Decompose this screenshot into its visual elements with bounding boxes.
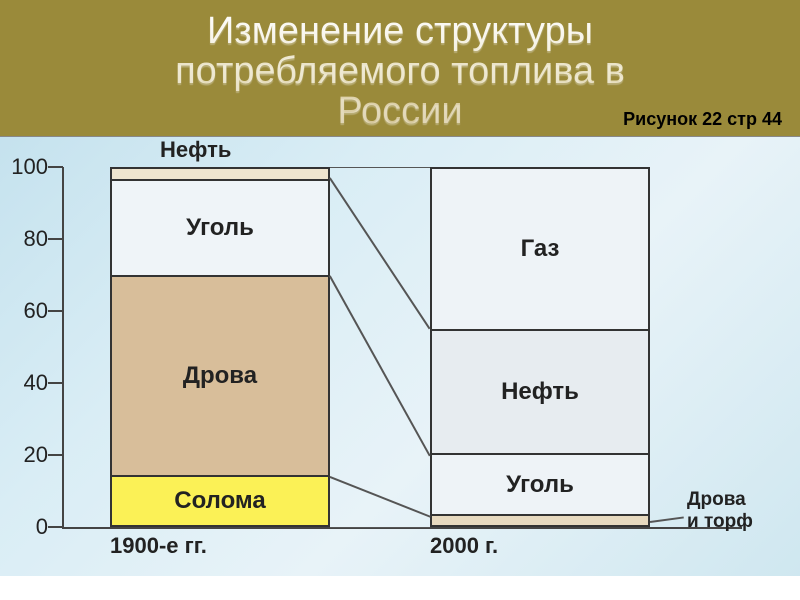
segment-oil <box>112 169 328 180</box>
side-label: Дрова и торф <box>687 489 753 533</box>
connector-line <box>330 476 431 517</box>
connector-line <box>329 178 430 330</box>
connector-line <box>330 527 430 529</box>
figure-caption: Рисунок 22 стр 44 <box>623 109 782 130</box>
y-tick-label: 80 <box>4 226 48 252</box>
title-line: Изменение структуры <box>207 10 593 52</box>
y-tick-label: 60 <box>4 298 48 324</box>
chart: 020406080100УгольДроваСолома1900-е гг.Не… <box>0 136 800 576</box>
y-tick <box>48 526 63 528</box>
y-tick <box>48 310 63 312</box>
header: Изменение структуры потребляемого топлив… <box>0 0 800 136</box>
segment-gas: Газ <box>432 169 648 329</box>
y-tick <box>48 382 63 384</box>
segment-straw: Солома <box>112 475 328 525</box>
segment-wood <box>432 514 648 525</box>
y-tick <box>48 166 63 168</box>
top-label: Нефть <box>160 137 231 163</box>
title-line: потребляемого топлива в <box>175 50 625 92</box>
connector-line <box>330 167 430 169</box>
x-label: 1900-е гг. <box>110 533 207 559</box>
y-tick-label: 100 <box>4 154 48 180</box>
y-axis <box>62 167 64 527</box>
y-tick <box>48 238 63 240</box>
segment-coal: Уголь <box>112 179 328 275</box>
side-pointer <box>650 517 684 523</box>
y-tick-label: 20 <box>4 442 48 468</box>
segment-oil: Нефть <box>432 329 648 454</box>
y-tick-label: 0 <box>4 514 48 540</box>
title-line: России <box>337 90 462 132</box>
segment-coal: Уголь <box>432 453 648 514</box>
connector-line <box>329 275 430 456</box>
segment-wood: Дрова <box>112 275 328 474</box>
stacked-bar-left: УгольДроваСолома <box>110 167 330 527</box>
stacked-bar-right: ГазНефтьУголь <box>430 167 650 527</box>
x-label: 2000 г. <box>430 533 498 559</box>
y-tick <box>48 454 63 456</box>
y-tick-label: 40 <box>4 370 48 396</box>
